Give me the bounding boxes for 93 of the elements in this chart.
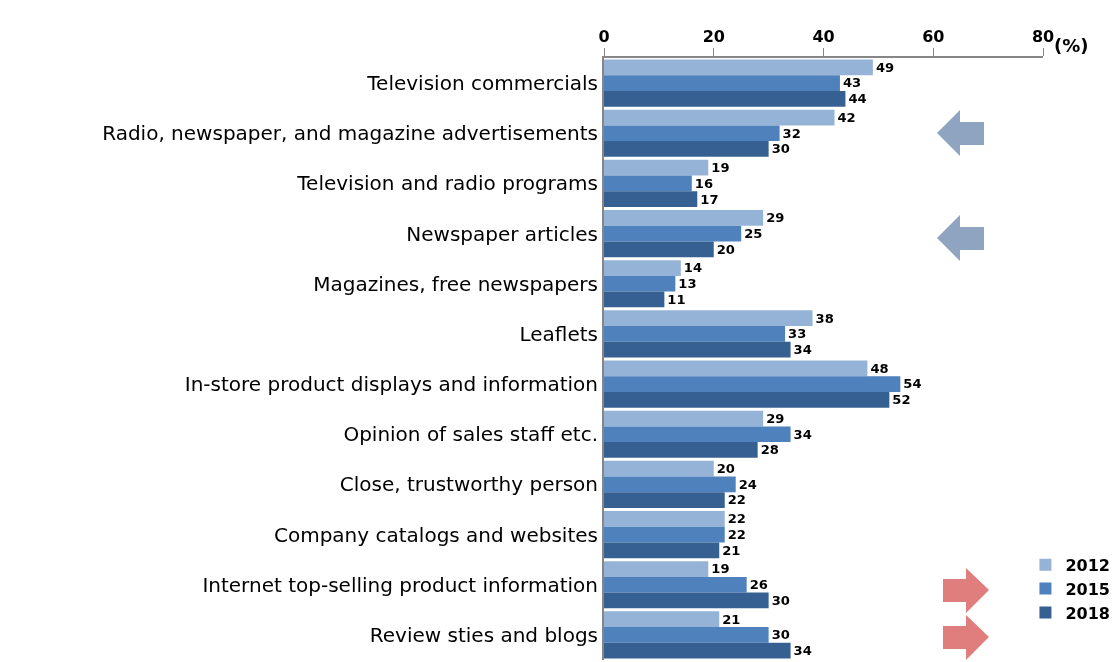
bar [604,592,769,609]
legend-label: 2015 [1065,579,1110,599]
bar [604,492,725,508]
data-label: 20 [716,241,735,257]
bar [604,476,736,493]
bar [604,141,769,157]
data-label: 22 [727,492,746,508]
data-label: 13 [678,276,697,292]
data-label: 30 [771,627,790,643]
y-tick-label: Television commercials [366,71,598,96]
y-tick-label: Review sties and blogs [369,622,598,647]
bar [604,341,791,358]
bar [604,310,813,327]
legend-label: 2018 [1065,603,1110,623]
data-label: 42 [837,109,856,125]
y-tick-label: Radio, newspaper, and magazine advertisements [102,121,598,146]
data-label: 54 [903,376,922,392]
bar [604,275,676,292]
bar [604,576,747,593]
y-tick-label: Magazines, free newspapers [313,271,598,296]
data-label: 17 [700,191,719,207]
data-label: 49 [875,59,895,75]
bar [604,410,764,427]
data-label: 38 [815,310,834,326]
data-label: 32 [782,125,801,141]
bar [604,642,791,659]
y-tick-label: Television and radio programs [296,171,598,196]
data-label: 22 [727,511,746,527]
data-label: 34 [793,426,812,442]
bar [604,460,714,477]
bar [604,260,681,276]
x-tick-label: 80 [1031,26,1055,46]
bar [604,241,714,258]
data-label: 34 [793,643,812,659]
data-label: 30 [771,141,790,157]
data-label: 25 [744,225,763,241]
x-tick-label: 20 [702,26,725,46]
bar [604,376,901,392]
x-tick-label: 40 [812,26,835,46]
bar [604,426,791,443]
data-label: 30 [771,592,790,608]
bar [604,442,758,458]
legend-label: 2012 [1065,556,1110,576]
y-tick-label: Newspaper articles [406,221,598,246]
x-tick-label: 0 [598,26,610,46]
data-label: 44 [848,91,867,107]
data-label: 24 [738,476,757,492]
bar [604,125,780,142]
data-label: 19 [711,561,730,577]
data-label: 33 [788,326,807,342]
y-tick-label: Close, trustworthy person [339,472,598,497]
bar [604,175,692,192]
x-tick-label: 60 [922,26,945,46]
bar [604,391,890,408]
y-tick-label: Opinion of sales staff etc. [343,422,598,447]
y-tick-label: Company catalogs and websites [273,522,598,547]
bar [604,109,835,126]
y-tick-label: In-store product displays and information [184,372,598,397]
bar [604,210,764,226]
bar [604,611,720,628]
data-label: 14 [683,260,703,276]
data-label: 19 [711,160,730,176]
bar [604,627,769,643]
bar [604,191,698,207]
bar [604,511,725,527]
data-label: 11 [667,291,686,307]
data-label: 26 [749,577,768,593]
data-label: 21 [722,611,741,627]
data-label: 34 [793,342,812,357]
data-label: 16 [694,175,714,191]
bar [604,291,665,308]
bar [604,360,868,377]
data-label: 28 [760,442,779,458]
bar [604,75,840,91]
bar [604,159,709,176]
data-label: 22 [727,526,746,542]
y-tick-label: Internet top-selling product information [202,572,598,597]
y-tick-label: Leaflets [519,321,598,346]
bar [604,542,720,559]
bar [604,90,846,107]
bar [604,59,873,76]
data-label: 52 [892,392,911,408]
data-label: 48 [870,360,889,376]
bar [604,225,742,242]
data-label: 29 [766,410,785,426]
data-label: 43 [842,75,862,91]
data-label: 29 [766,210,785,226]
data-label: 20 [716,461,735,477]
bar [604,561,709,577]
bar [604,526,725,543]
x-axis-title: (%) [1054,35,1089,56]
data-label: 21 [722,542,741,558]
bar [604,326,786,342]
